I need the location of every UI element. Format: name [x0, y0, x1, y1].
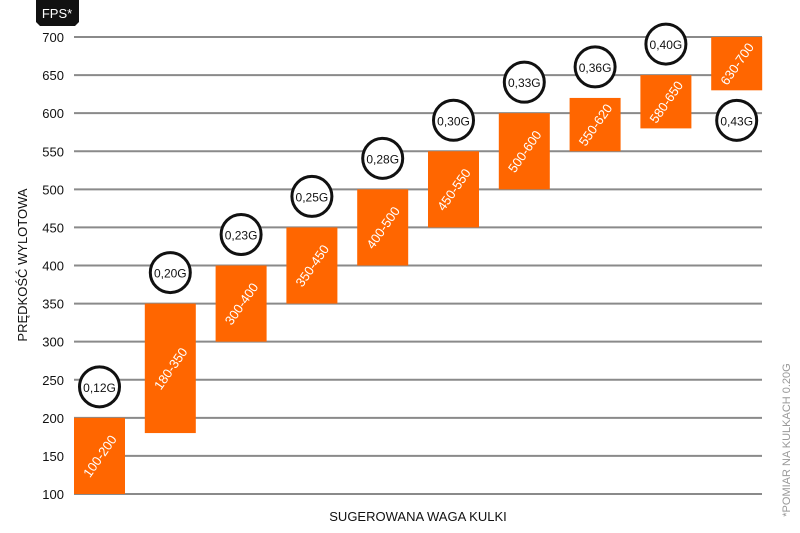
y-tick-label: 500: [42, 182, 64, 197]
y-tick-label: 600: [42, 106, 64, 121]
bar: [569, 97, 621, 152]
bar: [215, 265, 267, 342]
bar: [711, 37, 763, 91]
weight-label: 0,20G: [154, 267, 187, 281]
y-tick-label: 100: [42, 487, 64, 502]
bar: [286, 227, 338, 304]
footnote: *POMIAR NA KULKACH 0.20G: [781, 363, 793, 516]
weight-badge: [219, 213, 263, 256]
y-tick-label: 200: [42, 411, 64, 426]
weight-badge: [148, 251, 192, 295]
y-tick-label: 450: [42, 220, 64, 235]
weight-badge: [502, 60, 546, 104]
weight-badge: [573, 45, 617, 89]
weight-badge: [78, 365, 121, 409]
weight-label: 0,40G: [650, 38, 683, 52]
y-tick-label: 650: [42, 68, 64, 83]
bar: [428, 151, 479, 228]
bar: [498, 113, 550, 190]
weight-label: 0,28G: [366, 152, 399, 166]
weight-badge: [361, 136, 405, 180]
y-tick-label: 300: [42, 335, 64, 350]
y-axis-label: PRĘDKOŚĆ WYLOTOWA: [15, 188, 30, 341]
x-axis-label: SUGEROWANA WAGA KULKI: [329, 509, 506, 524]
weight-label: 0,12G: [83, 381, 116, 395]
weight-badge: [644, 22, 688, 66]
weight-badge: [290, 174, 334, 218]
y-tick-label: 250: [42, 373, 64, 388]
bar: [74, 417, 125, 494]
weight-label: 0,43G: [720, 114, 753, 128]
y-tick-label: 400: [42, 259, 64, 274]
y-tick-label: 150: [42, 449, 64, 464]
weight-label: 0,30G: [437, 114, 470, 128]
bar: [357, 189, 409, 266]
y-tick-label: 350: [42, 297, 64, 312]
weight-label: 0,25G: [296, 190, 329, 204]
bar: [144, 303, 196, 434]
weight-label: 0,36G: [579, 61, 612, 75]
y-tick-label: 700: [42, 30, 64, 45]
bar: [640, 75, 692, 129]
fps-badge: FPS*: [42, 6, 72, 21]
weight-badge: [715, 98, 759, 142]
weight-label: 0,23G: [225, 229, 258, 243]
weight-label: 0,33G: [508, 76, 541, 90]
fps-badge-shape: [36, 0, 79, 26]
y-tick-label: 550: [42, 144, 64, 159]
weight-badge: [432, 98, 475, 142]
